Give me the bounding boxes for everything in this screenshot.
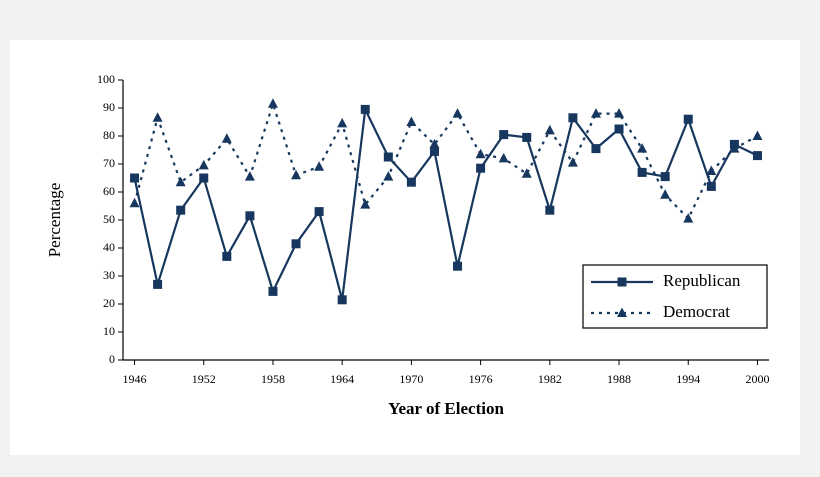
marker <box>568 113 578 123</box>
marker <box>152 112 163 122</box>
legend: Republican Democrat <box>582 264 768 329</box>
x-axis-label: Year of Election <box>388 399 504 418</box>
marker <box>591 144 601 154</box>
marker <box>499 130 509 140</box>
x-tick-label: 1988 <box>607 372 631 386</box>
y-tick-label: 40 <box>103 240 115 254</box>
marker <box>244 171 255 181</box>
marker <box>130 173 140 183</box>
marker <box>544 124 555 135</box>
marker <box>752 151 762 161</box>
legend-box <box>582 264 768 329</box>
marker <box>429 138 440 149</box>
legend-label: Republican <box>663 271 741 290</box>
marker <box>337 117 348 128</box>
marker <box>406 177 416 187</box>
marker <box>337 295 347 305</box>
marker <box>614 124 624 134</box>
marker <box>176 205 186 215</box>
series-line <box>133 105 758 301</box>
marker <box>360 199 371 209</box>
marker <box>429 146 439 156</box>
legend-marker <box>617 307 627 317</box>
y-axis-label: Percentage <box>45 183 64 258</box>
marker <box>245 211 255 221</box>
marker <box>706 181 716 191</box>
marker <box>752 130 763 140</box>
y-tick-label: 90 <box>103 100 115 114</box>
y-tick-label: 0 <box>109 352 115 366</box>
marker <box>590 108 601 118</box>
marker <box>567 157 578 167</box>
marker <box>383 152 393 162</box>
marker <box>314 207 324 217</box>
marker <box>198 159 209 170</box>
y-tick-label: 60 <box>103 184 115 198</box>
marker <box>660 172 670 182</box>
marker <box>614 108 625 118</box>
marker <box>383 171 394 181</box>
x-tick-label: 1946 <box>123 372 147 386</box>
x-tick-label: 1964 <box>330 372 354 386</box>
marker <box>199 173 209 183</box>
y-tick-label: 20 <box>103 296 115 310</box>
x-tick-label: 2000 <box>745 372 769 386</box>
marker <box>221 133 232 143</box>
y-tick-label: 50 <box>103 212 115 226</box>
marker <box>175 176 186 187</box>
marker <box>453 261 463 271</box>
marker <box>637 143 648 153</box>
marker <box>406 116 417 126</box>
marker <box>637 167 647 177</box>
marker <box>498 152 509 163</box>
y-tick-label: 10 <box>103 324 115 338</box>
marker <box>475 148 486 159</box>
marker <box>129 197 140 208</box>
series-line <box>133 100 758 221</box>
marker <box>291 239 301 249</box>
legend-marker <box>617 277 627 287</box>
marker <box>360 104 370 114</box>
marker <box>314 161 325 171</box>
marker <box>268 286 278 296</box>
legend-label: Democrat <box>663 302 730 321</box>
marker <box>706 165 717 175</box>
x-tick-label: 1952 <box>192 372 216 386</box>
marker <box>522 132 532 142</box>
x-tick-label: 1994 <box>676 372 700 386</box>
marker <box>683 114 693 124</box>
marker <box>153 279 163 289</box>
marker <box>291 169 302 180</box>
marker <box>452 108 463 118</box>
marker <box>683 213 694 223</box>
marker <box>476 163 486 173</box>
marker <box>222 251 232 261</box>
chart-background <box>10 40 800 455</box>
y-tick-label: 70 <box>103 156 115 170</box>
marker <box>521 168 532 178</box>
marker <box>267 98 278 108</box>
x-tick-label: 1982 <box>538 372 562 386</box>
y-tick-label: 100 <box>97 72 115 86</box>
marker <box>660 189 671 199</box>
marker <box>729 143 740 153</box>
y-tick-label: 30 <box>103 268 115 282</box>
x-tick-label: 1970 <box>399 372 423 386</box>
x-tick-label: 1976 <box>469 372 493 386</box>
x-tick-label: 1958 <box>261 372 285 386</box>
y-tick-label: 80 <box>103 128 115 142</box>
marker <box>545 205 555 215</box>
